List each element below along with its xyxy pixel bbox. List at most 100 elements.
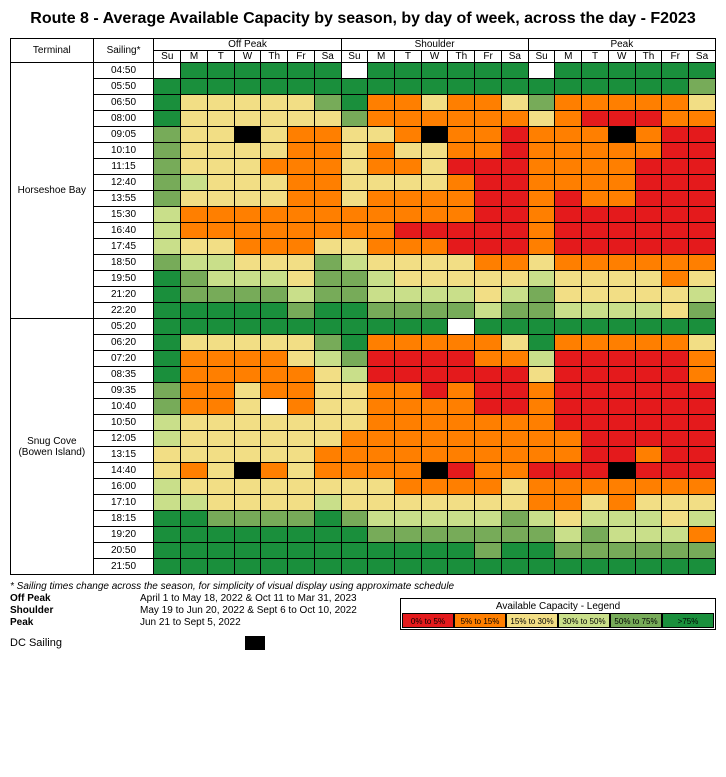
heatmap-cell <box>662 399 689 415</box>
heatmap-cell <box>582 287 609 303</box>
heatmap-cell <box>207 207 234 223</box>
heatmap-cell <box>154 431 181 447</box>
day-header: M <box>181 51 208 63</box>
heatmap-cell <box>368 415 395 431</box>
heatmap-cell <box>501 399 528 415</box>
heatmap-cell <box>635 143 662 159</box>
heatmap-cell <box>181 159 208 175</box>
heatmap-cell <box>314 287 341 303</box>
heatmap-cell <box>234 287 261 303</box>
heatmap-cell <box>528 351 555 367</box>
heatmap-cell <box>207 159 234 175</box>
heatmap-cell <box>181 527 208 543</box>
heatmap-cell <box>635 383 662 399</box>
heatmap-cell <box>528 383 555 399</box>
heatmap-cell <box>234 399 261 415</box>
heatmap-cell <box>368 527 395 543</box>
sailing-time-cell: 09:05 <box>93 127 154 143</box>
heatmap-cell <box>261 479 288 495</box>
heatmap-cell <box>448 559 475 575</box>
heatmap-cell <box>181 351 208 367</box>
heatmap-cell <box>475 127 502 143</box>
heatmap-cell <box>448 335 475 351</box>
heatmap-cell <box>608 111 635 127</box>
heatmap-cell <box>555 527 582 543</box>
heatmap-cell <box>395 527 422 543</box>
heatmap-cell <box>528 479 555 495</box>
heatmap-cell <box>261 159 288 175</box>
heatmap-cell <box>448 287 475 303</box>
heatmap-cell <box>261 271 288 287</box>
heatmap-cell <box>582 223 609 239</box>
heatmap-cell <box>448 63 475 79</box>
heatmap-cell <box>528 287 555 303</box>
heatmap-cell <box>341 479 368 495</box>
heatmap-cell <box>395 319 422 335</box>
heatmap-cell <box>181 271 208 287</box>
heatmap-cell <box>582 319 609 335</box>
heatmap-cell <box>689 543 716 559</box>
heatmap-cell <box>421 111 448 127</box>
heatmap-cell <box>207 367 234 383</box>
heatmap-cell <box>395 287 422 303</box>
heatmap-cell <box>608 79 635 95</box>
heatmap-cell <box>288 303 315 319</box>
heatmap-cell <box>475 95 502 111</box>
heatmap-cell <box>234 143 261 159</box>
heatmap-cell <box>528 111 555 127</box>
heatmap-body: Horseshoe Bay04:5005:5006:5008:0009:0510… <box>11 63 716 575</box>
heatmap-cell <box>528 303 555 319</box>
heatmap-cell <box>608 351 635 367</box>
heatmap-cell <box>635 127 662 143</box>
heatmap-cell <box>368 319 395 335</box>
heatmap-cell <box>582 399 609 415</box>
heatmap-cell <box>475 447 502 463</box>
heatmap-cell <box>368 303 395 319</box>
heatmap-cell <box>608 431 635 447</box>
day-header: Sa <box>314 51 341 63</box>
heatmap-cell <box>582 207 609 223</box>
heatmap-cell <box>314 303 341 319</box>
heatmap-cell <box>314 511 341 527</box>
heatmap-cell <box>341 127 368 143</box>
heatmap-cell <box>288 431 315 447</box>
heatmap-cell <box>501 335 528 351</box>
heatmap-cell <box>395 255 422 271</box>
heatmap-cell <box>635 559 662 575</box>
heatmap-cell <box>314 63 341 79</box>
heatmap-cell <box>261 191 288 207</box>
heatmap-cell <box>421 287 448 303</box>
sailing-time-cell: 10:50 <box>93 415 154 431</box>
heatmap-cell <box>261 383 288 399</box>
heatmap-cell <box>368 271 395 287</box>
heatmap-cell <box>368 175 395 191</box>
heatmap-cell <box>608 191 635 207</box>
heatmap-cell <box>341 399 368 415</box>
heatmap-cell <box>341 431 368 447</box>
heatmap-cell <box>582 79 609 95</box>
heatmap-cell <box>475 367 502 383</box>
heatmap-cell <box>555 399 582 415</box>
heatmap-cell <box>421 303 448 319</box>
heatmap-cell <box>288 127 315 143</box>
heatmap-cell <box>662 511 689 527</box>
heatmap-cell <box>154 159 181 175</box>
heatmap-cell <box>181 479 208 495</box>
heatmap-cell <box>662 351 689 367</box>
heatmap-cell <box>234 383 261 399</box>
heatmap-cell <box>555 463 582 479</box>
heatmap-cell <box>555 319 582 335</box>
heatmap-cell <box>662 255 689 271</box>
heatmap-cell <box>154 255 181 271</box>
heatmap-cell <box>448 223 475 239</box>
heatmap-cell <box>288 175 315 191</box>
heatmap-cell <box>288 383 315 399</box>
heatmap-cell <box>501 447 528 463</box>
heatmap-cell <box>234 415 261 431</box>
heatmap-cell <box>341 79 368 95</box>
heatmap-cell <box>395 191 422 207</box>
heatmap-cell <box>662 495 689 511</box>
heatmap-cell <box>234 63 261 79</box>
heatmap-cell <box>368 255 395 271</box>
heatmap-cell <box>421 335 448 351</box>
